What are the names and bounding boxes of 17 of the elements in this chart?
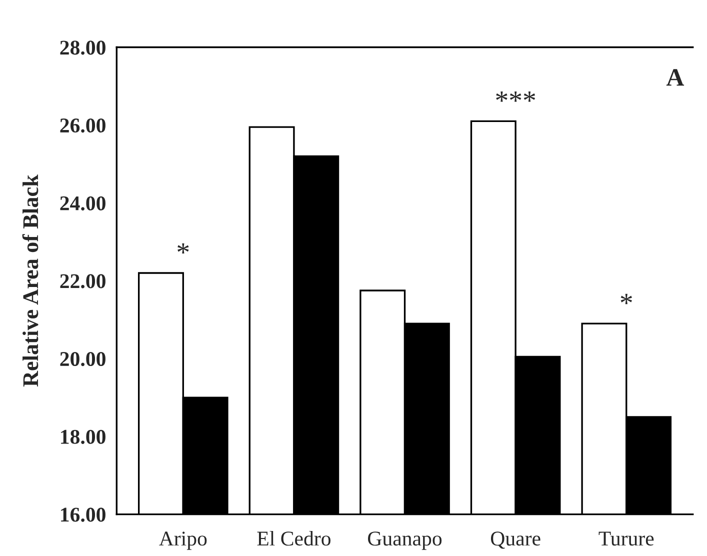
annotation: *** — [496, 92, 536, 102]
y-tick-label: 22.00 — [60, 274, 106, 288]
y-tick-label: 26.00 — [60, 118, 106, 133]
x-tick-label: El Cedro — [257, 530, 330, 546]
annotation: * — [620, 294, 632, 304]
y-tick-label: 18.00 — [61, 430, 106, 444]
y-tick-label: 16.00 — [61, 508, 106, 522]
y-tick-label: 24.00 — [60, 196, 106, 210]
annotation: A — [666, 69, 684, 86]
annotation: * — [178, 243, 189, 254]
x-tick-label: Quare — [490, 532, 540, 549]
x-tick-label: Aripo — [159, 532, 207, 550]
y-axis-title: Relative Area of Black — [22, 174, 38, 387]
y-tick-label: 28.00 — [60, 40, 106, 55]
x-tick-label: Guanapo — [368, 532, 442, 550]
y-tick-label: 20.00 — [60, 352, 106, 366]
x-tick-label: Turure — [598, 532, 654, 546]
